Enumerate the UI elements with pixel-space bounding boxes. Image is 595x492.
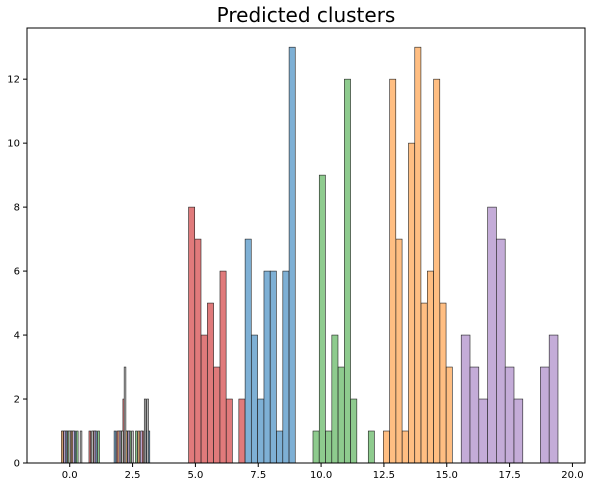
histogram-bar bbox=[68, 430, 71, 464]
histogram-bar bbox=[331, 334, 339, 464]
ticks-layer: 0.0 2.5 5.0 7.5 10.0 12.5 15.0 17.5 20.0 0 2 4 6 8 10 1… bbox=[7, 75, 583, 481]
y-tick-label: 0 bbox=[14, 459, 20, 470]
histogram-bar bbox=[135, 430, 138, 464]
x-tick-label: 10.0 bbox=[310, 470, 332, 481]
histogram-bar bbox=[76, 430, 79, 464]
x-tick-label: 0.0 bbox=[62, 470, 78, 481]
chart-title: Predicted clusters bbox=[217, 3, 396, 27]
histogram-bar bbox=[325, 430, 333, 464]
histogram-bar bbox=[318, 174, 326, 464]
histogram-bar bbox=[127, 430, 130, 464]
histogram-bar bbox=[414, 46, 422, 464]
histogram-bar bbox=[540, 366, 550, 464]
histogram-bar bbox=[288, 46, 296, 464]
histogram-bar bbox=[91, 430, 94, 464]
y-tick-label: 10 bbox=[7, 139, 20, 150]
y-tick-label: 4 bbox=[14, 331, 20, 342]
histogram-bar bbox=[420, 302, 428, 464]
histogram-bar bbox=[504, 366, 515, 464]
histogram-bar bbox=[367, 430, 375, 464]
x-tick-label: 7.5 bbox=[250, 470, 266, 481]
histogram-bar bbox=[131, 430, 134, 464]
histogram-bar bbox=[496, 238, 506, 464]
histogram-bar bbox=[225, 398, 233, 464]
histogram-bar bbox=[439, 302, 447, 464]
histogram-bar bbox=[487, 206, 497, 464]
histogram-bar bbox=[389, 78, 397, 464]
histogram-bar bbox=[350, 398, 358, 464]
histogram-bar bbox=[219, 270, 227, 464]
y-tick-label: 8 bbox=[14, 203, 20, 214]
histogram-bar bbox=[469, 366, 480, 464]
histogram-bar bbox=[79, 430, 83, 464]
y-tick-label: 12 bbox=[7, 75, 20, 86]
histogram-bar bbox=[244, 238, 252, 464]
histogram-bar bbox=[188, 206, 196, 464]
histogram-bar bbox=[395, 238, 403, 464]
histogram-bar bbox=[427, 270, 434, 464]
histogram-bar bbox=[251, 334, 258, 464]
histogram-bar bbox=[337, 366, 345, 464]
histogram-bar bbox=[383, 430, 390, 464]
histogram-bar bbox=[263, 270, 271, 464]
y-tick-label: 2 bbox=[14, 395, 20, 406]
x-tick-label: 20.0 bbox=[561, 470, 583, 481]
histogram-bar bbox=[146, 398, 149, 464]
histogram-bar bbox=[118, 430, 122, 464]
histogram-bar bbox=[137, 430, 141, 464]
histogram-bar bbox=[282, 270, 290, 464]
x-tick-label: 15.0 bbox=[436, 470, 458, 481]
x-tick-label: 2.5 bbox=[125, 470, 141, 481]
x-tick-label: 12.5 bbox=[373, 470, 395, 481]
histogram-bar bbox=[257, 398, 265, 464]
histogram-bar bbox=[140, 430, 143, 464]
histogram-bar bbox=[200, 334, 208, 464]
histogram-bar bbox=[312, 430, 320, 464]
histogram-bar bbox=[93, 430, 97, 464]
histogram-bar bbox=[401, 430, 409, 464]
histogram-bar bbox=[460, 334, 471, 464]
histogram-bar bbox=[408, 142, 415, 464]
histogram-bar bbox=[113, 430, 117, 464]
histogram-bar bbox=[445, 366, 453, 464]
histogram-bar bbox=[238, 398, 246, 464]
y-tick-label: 6 bbox=[14, 267, 20, 278]
histogram-bar bbox=[433, 78, 441, 464]
histogram-bar bbox=[513, 398, 524, 464]
histogram-bar bbox=[121, 430, 124, 464]
histogram-bar bbox=[207, 302, 214, 464]
histogram-bar bbox=[478, 398, 488, 464]
plot-frame bbox=[26, 27, 586, 464]
x-tick-label: 5.0 bbox=[187, 470, 203, 481]
histogram-bar bbox=[548, 334, 559, 464]
histogram-bar bbox=[61, 430, 64, 464]
histogram-bar bbox=[213, 366, 221, 464]
histogram-bar bbox=[143, 398, 147, 464]
bars-layer bbox=[61, 46, 559, 464]
histogram-bar bbox=[344, 78, 351, 464]
histogram-bar bbox=[72, 430, 75, 464]
histogram-bar bbox=[97, 430, 100, 464]
x-tick-label: 17.5 bbox=[498, 470, 520, 481]
histogram-bar bbox=[194, 238, 202, 464]
histogram-bar bbox=[123, 366, 127, 464]
histogram-bar bbox=[88, 430, 92, 464]
histogram-bar bbox=[269, 270, 277, 464]
histogram-bar bbox=[276, 430, 283, 464]
histogram-bar bbox=[63, 430, 66, 464]
